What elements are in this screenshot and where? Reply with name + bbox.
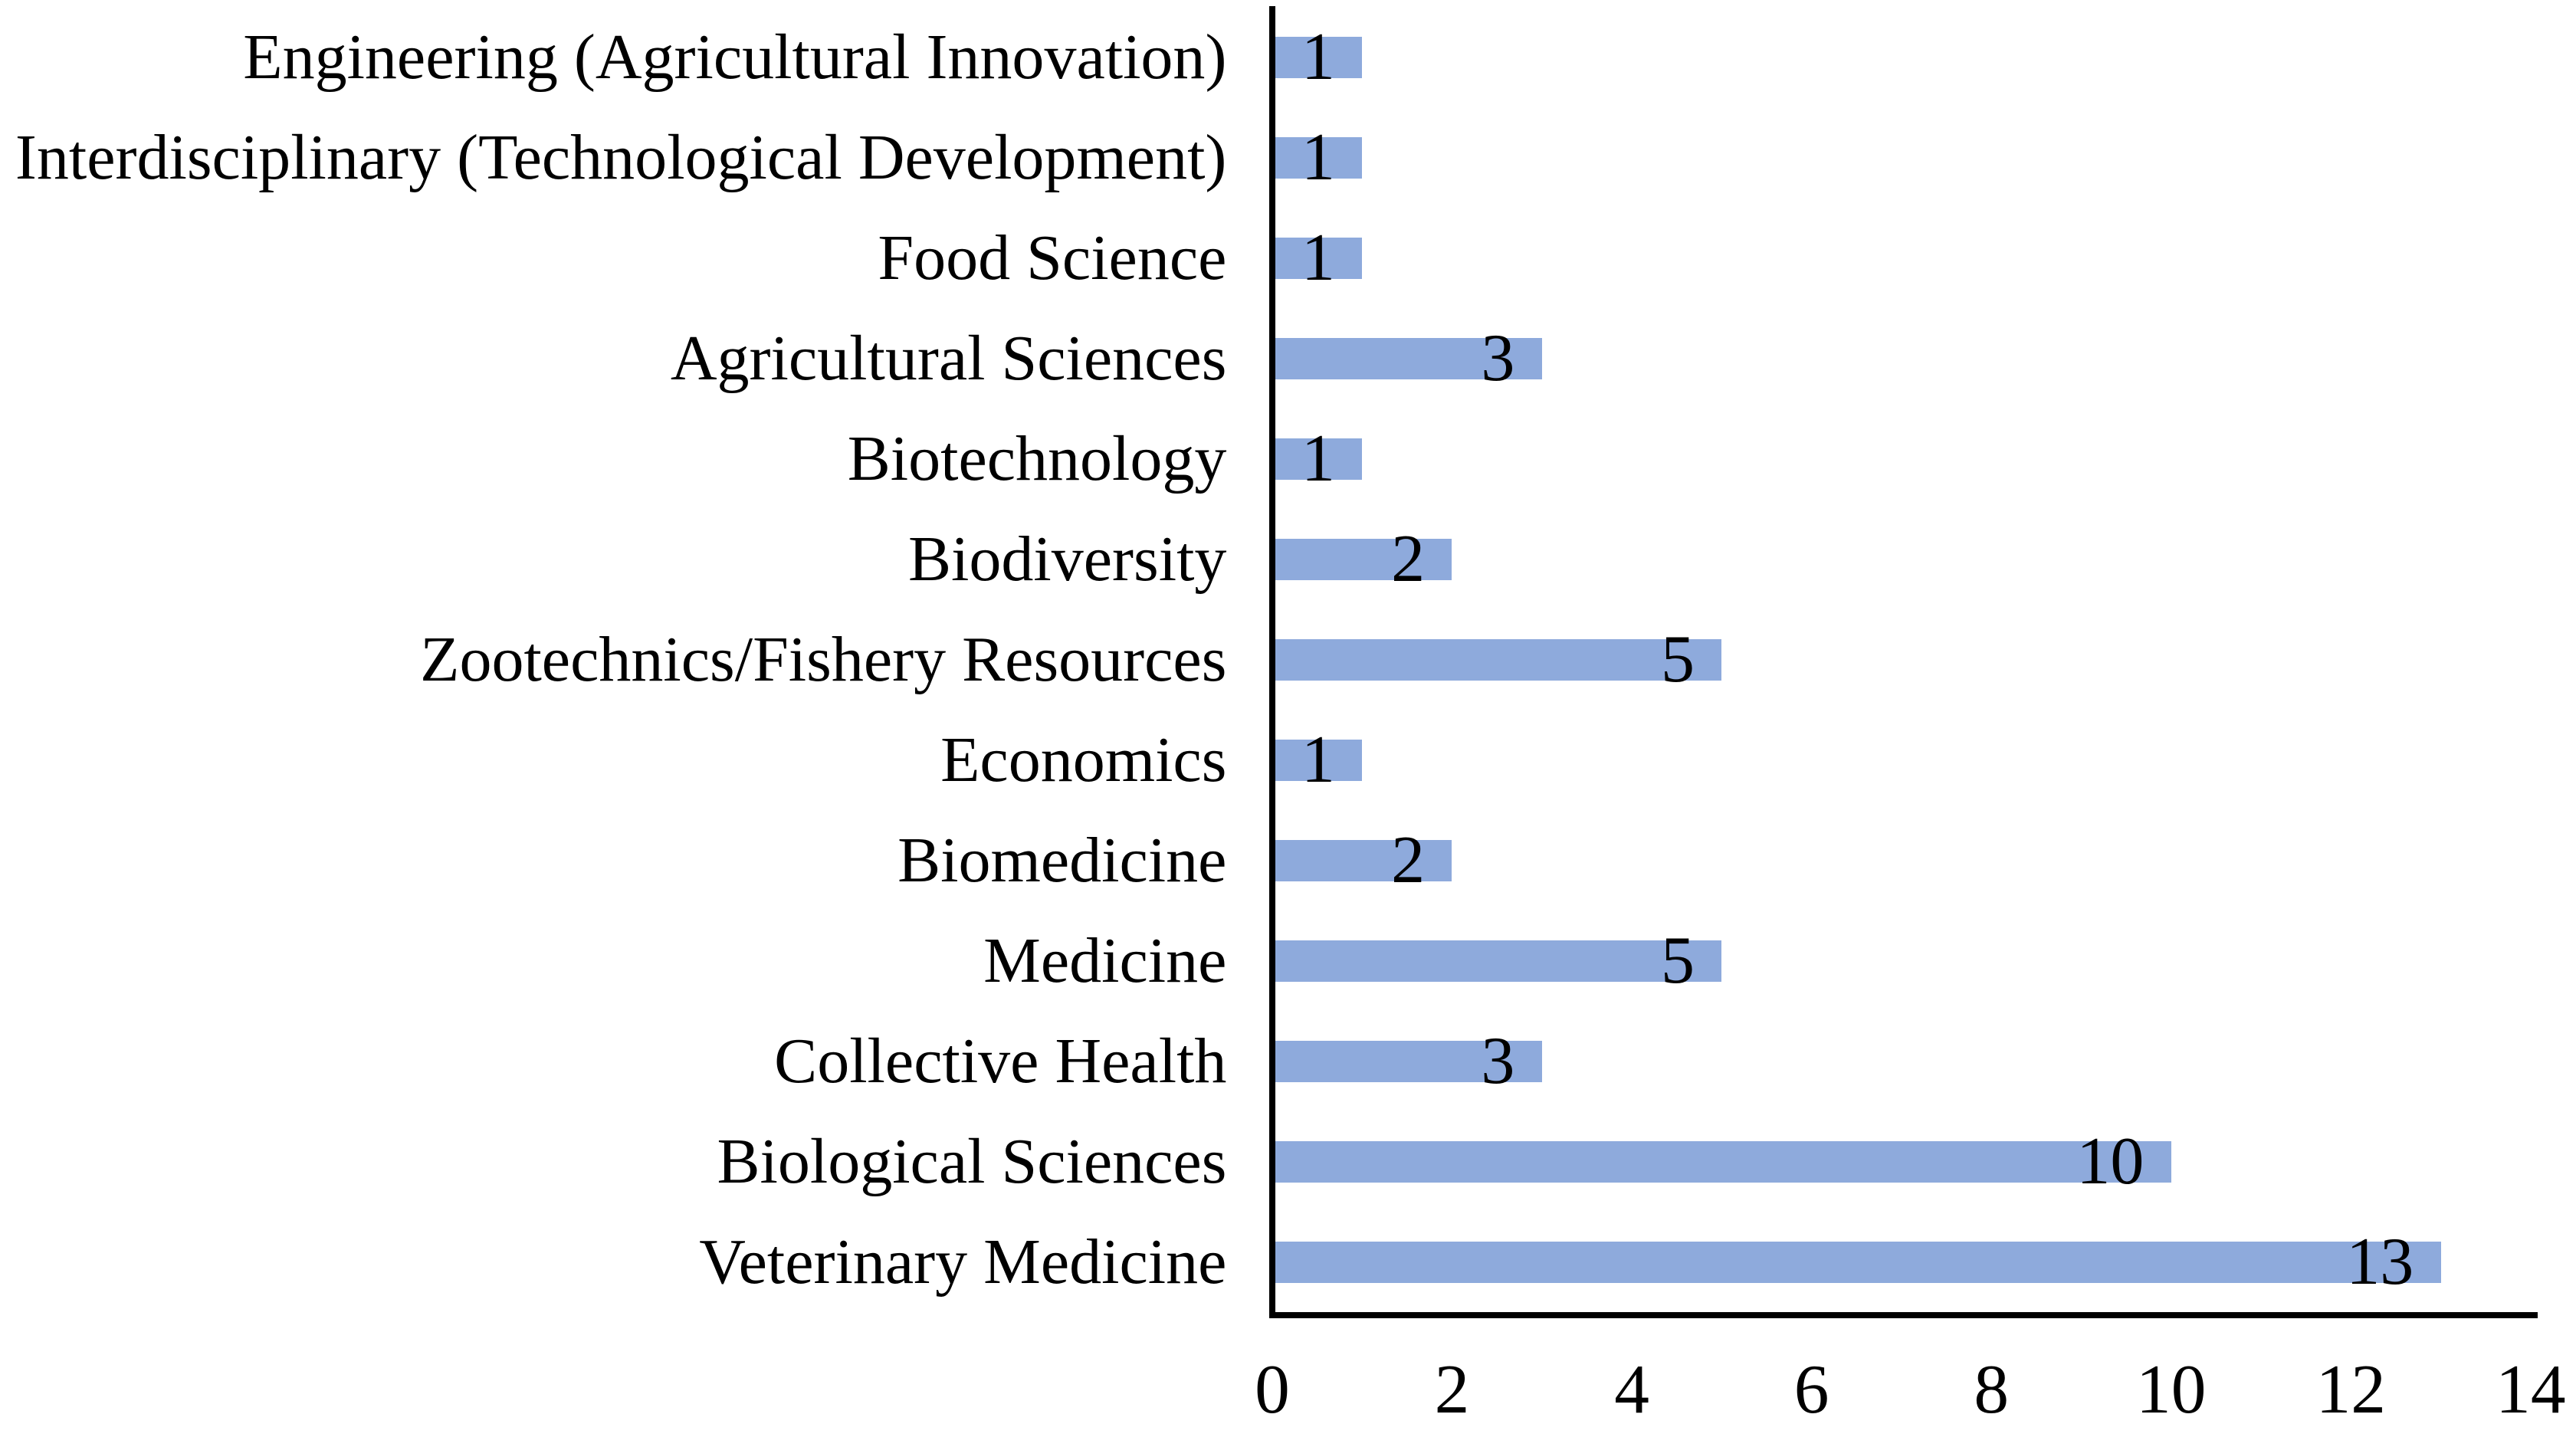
bar: 5	[1272, 625, 1722, 693]
category-label: Biomedicine	[897, 824, 1227, 896]
x-axis-tick-label: 12	[2315, 1350, 2386, 1429]
category-label: Economics	[940, 724, 1227, 796]
bar: 10	[1272, 1127, 2171, 1195]
category-label: Medicine	[983, 924, 1227, 996]
bar-track: 1	[1272, 107, 2531, 208]
x-axis-tick-label: 2	[1434, 1350, 1470, 1429]
bar-value-label: 2	[1391, 822, 1426, 897]
bar: 1	[1272, 425, 1363, 492]
bar-row: Interdisciplinary (Technological Develop…	[0, 107, 2531, 208]
bar: 13	[1272, 1228, 2441, 1295]
bar-row: Collective Health 3	[0, 1011, 2531, 1111]
bar: 1	[1272, 123, 1363, 191]
bar: 1	[1272, 23, 1363, 90]
bar-track: 1	[1272, 710, 2531, 810]
bar-value-label: 5	[1660, 622, 1695, 697]
category-label: Food Science	[878, 221, 1227, 294]
x-axis-tick-label: 8	[1974, 1350, 2010, 1429]
bar-track: 1	[1272, 409, 2531, 509]
category-label: Agricultural Sciences	[670, 322, 1227, 394]
plot-area: Engineering (Agricultural Innovation) 1 In…	[0, 7, 2531, 1312]
y-axis-line	[1268, 5, 1276, 1318]
bar-value-label: 1	[1301, 19, 1335, 94]
bar-value-label: 1	[1301, 120, 1335, 195]
bar-value-label: 3	[1481, 1023, 1515, 1098]
category-label: Interdisciplinary (Technological Develop…	[15, 121, 1227, 193]
bar-row: Biomedicine 2	[0, 810, 2531, 911]
bar-value-label: 10	[2076, 1124, 2144, 1199]
bar: 1	[1272, 224, 1363, 291]
bar-track: 2	[1272, 810, 2531, 911]
category-label: Engineering (Agricultural Innovation)	[243, 21, 1227, 93]
bar-track: 5	[1272, 911, 2531, 1011]
category-label: Biological Sciences	[717, 1125, 1227, 1197]
bar-value-label: 3	[1481, 320, 1515, 395]
x-axis-tick-label: 6	[1793, 1350, 1829, 1429]
x-axis-tick-labels: 0 2 4 6 8 10 12 14	[1255, 1350, 2565, 1441]
bar-track: 3	[1272, 1011, 2531, 1111]
bar: 3	[1272, 1027, 1542, 1094]
bar: 2	[1272, 525, 1452, 592]
x-axis-tick-label: 14	[2496, 1350, 2566, 1429]
bar-value-label: 5	[1660, 923, 1695, 998]
bar-track: 2	[1272, 509, 2531, 609]
bar-value-label: 1	[1301, 722, 1335, 797]
bar-track: 13	[1272, 1212, 2531, 1312]
bar-row: Engineering (Agricultural Innovation) 1	[0, 7, 2531, 107]
category-label: Veterinary Medicine	[699, 1226, 1227, 1298]
bar: 5	[1272, 927, 1722, 994]
bar-track: 10	[1272, 1111, 2531, 1212]
x-axis-tick-label: 4	[1614, 1350, 1649, 1429]
bar-track: 3	[1272, 308, 2531, 409]
category-label: Zootechnics/Fishery Resources	[420, 623, 1227, 695]
bar-value-label: 1	[1301, 220, 1335, 295]
bar-row: Biological Sciences 10	[0, 1111, 2531, 1212]
bar-row: Food Science 1	[0, 208, 2531, 308]
bar-row: Agricultural Sciences 3	[0, 308, 2531, 409]
bar-value-label: 1	[1301, 421, 1335, 496]
bar-row: Veterinary Medicine 13	[0, 1212, 2531, 1312]
bar-row: Medicine 5	[0, 911, 2531, 1011]
bar-track: 1	[1272, 7, 2531, 107]
bar-track: 5	[1272, 609, 2531, 710]
bar-row: Biotechnology 1	[0, 409, 2531, 509]
category-label: Biotechnology	[847, 422, 1227, 494]
bar-value-label: 13	[2346, 1224, 2414, 1299]
bar: 2	[1272, 826, 1452, 894]
x-axis-tick-label: 0	[1255, 1350, 1290, 1429]
bar-row: Zootechnics/Fishery Resources 5	[0, 609, 2531, 710]
bar-track: 1	[1272, 208, 2531, 308]
bar: 1	[1272, 726, 1363, 793]
x-axis-tick-label: 10	[2136, 1350, 2207, 1429]
category-label: Collective Health	[774, 1025, 1227, 1097]
bar-row: Economics 1	[0, 710, 2531, 810]
bar-row: Biodiversity 2	[0, 509, 2531, 609]
x-axis-line	[1268, 1312, 2538, 1319]
bar: 3	[1272, 324, 1542, 392]
bar-value-label: 2	[1391, 521, 1426, 596]
category-label: Biodiversity	[908, 523, 1227, 595]
